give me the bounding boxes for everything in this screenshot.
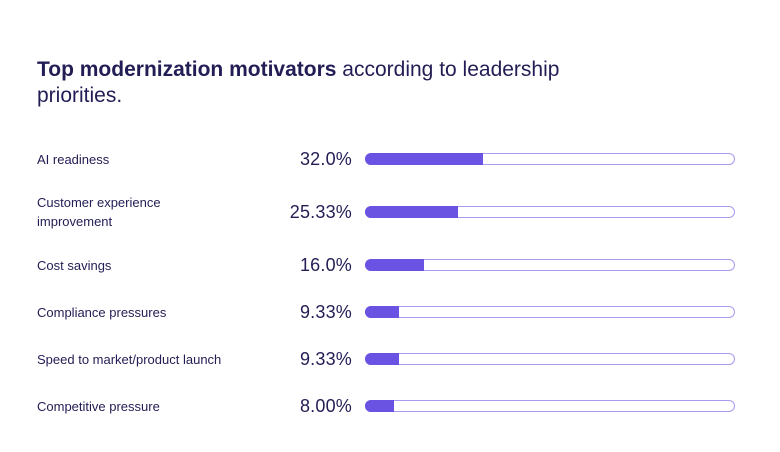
value-label: 9.33% [299, 301, 352, 322]
bar-track [365, 153, 735, 165]
value-label: 16.0% [299, 254, 352, 275]
chart-row: Speed to market/product launch 9.33% [37, 346, 735, 372]
bar-track [365, 353, 735, 365]
bar-fill [365, 306, 400, 318]
bar-fill [365, 353, 400, 365]
bar-track [365, 259, 735, 271]
chart-row: AI readiness 32.0% [37, 146, 735, 172]
bar-track [365, 306, 735, 318]
value-label: 25.33% [289, 201, 352, 222]
chart-rows: AI readiness 32.0% Customer experience i… [37, 146, 735, 419]
bar-track [365, 400, 735, 412]
bar-fill [365, 400, 395, 412]
category-label: Competitive pressure [37, 398, 160, 414]
category-label: Compliance pressures [37, 304, 167, 320]
value-label: 32.0% [299, 148, 352, 169]
bar-fill [365, 153, 483, 165]
chart-title-regular: according to leadership priorities. [37, 58, 560, 107]
bar-fill [365, 206, 459, 218]
chart-row: Compliance pressures 9.33% [37, 299, 735, 325]
bar-fill [365, 259, 424, 271]
chart-row: Cost savings 16.0% [37, 252, 735, 278]
category-label: Cost savings [37, 257, 112, 273]
chart-title-bold: Top modernization motivators [37, 58, 337, 81]
chart-row: Customer experience improvement 25.33% [37, 193, 735, 231]
category-label: AI readiness [37, 151, 110, 167]
value-label: 9.33% [299, 348, 352, 369]
category-label: Customer experience improvement [37, 195, 161, 229]
chart-title: Top modernization motivators according t… [37, 57, 647, 109]
chart-row: Competitive pressure 8.00% [37, 393, 735, 419]
value-label: 8.00% [299, 395, 352, 416]
category-label: Speed to market/product launch [37, 351, 222, 367]
bar-track [365, 206, 735, 218]
